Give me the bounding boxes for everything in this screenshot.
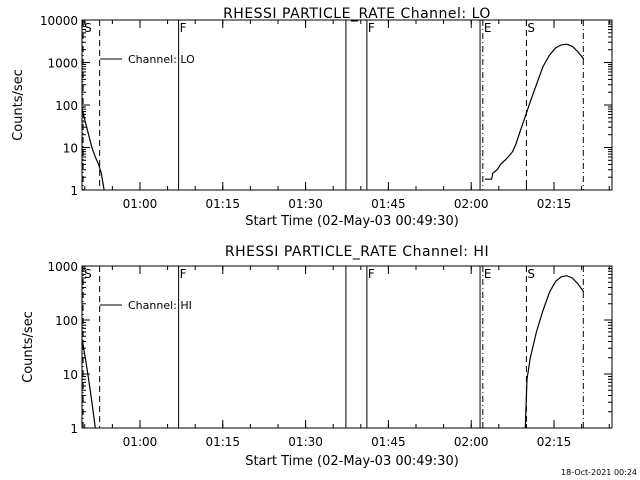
legend-label: Channel: LO xyxy=(128,53,195,66)
y-tick-label: 1000 xyxy=(47,260,78,274)
y-tick-label: 10000 xyxy=(40,14,78,28)
y-tick-label: 1 xyxy=(70,184,78,198)
y-tick-label: 10 xyxy=(63,142,78,156)
legend-label: Channel: HI xyxy=(128,299,192,312)
x-tick-label: 01:15 xyxy=(205,435,240,449)
x-tick-label: 01:15 xyxy=(205,197,240,211)
event-marker-label: F xyxy=(180,267,187,281)
x-tick-label: 01:00 xyxy=(123,197,158,211)
plot-frame xyxy=(81,19,613,191)
event-marker-label: F xyxy=(368,21,375,35)
x-tick-label: 02:15 xyxy=(537,435,572,449)
x-tick-label: 01:30 xyxy=(288,197,323,211)
event-marker-label: S xyxy=(84,267,92,281)
footer-timestamp: 18-Oct-2021 00:24 xyxy=(561,468,637,477)
plot-frame xyxy=(81,265,613,429)
y-axis-label: Counts/sec xyxy=(21,311,36,383)
x-tick-label: 01:45 xyxy=(371,435,406,449)
plot-hi-channel: RHESSI PARTICLE_RATE Channel: HI 01:00 01:… xyxy=(21,244,613,469)
event-marker-label: F xyxy=(368,267,375,281)
x-tick-label: 02:00 xyxy=(454,435,489,449)
series-line xyxy=(81,107,105,191)
x-tick-label: 01:45 xyxy=(371,197,406,211)
plot-lo-channel: RHESSI PARTICLE_RATE Channel: LO 01:00 01:… xyxy=(11,6,613,229)
x-tick-label: 01:00 xyxy=(123,435,158,449)
chart-title: RHESSI PARTICLE_RATE Channel: LO xyxy=(223,6,491,22)
y-tick-label: 1 xyxy=(70,422,78,436)
event-marker-label: F xyxy=(180,21,187,35)
y-tick-label: 10 xyxy=(63,368,78,382)
x-tick-label: 02:15 xyxy=(537,197,572,211)
x-axis-label: Start Time (02-May-03 00:49:30) xyxy=(245,454,459,469)
event-marker-label: E xyxy=(484,21,492,35)
y-tick-label: 1000 xyxy=(47,57,78,71)
y-tick-label: 100 xyxy=(55,99,78,113)
series-line xyxy=(524,275,585,429)
chart-title: RHESSI PARTICLE_RATE Channel: HI xyxy=(225,244,489,260)
y-axis-label: Counts/sec xyxy=(11,69,26,141)
series-line xyxy=(485,43,585,180)
event-marker-label: S xyxy=(527,21,535,35)
event-marker-label: E xyxy=(484,267,492,281)
event-marker-label: S xyxy=(84,21,92,35)
series-line xyxy=(81,338,96,429)
y-tick-label: 100 xyxy=(55,314,78,328)
x-tick-label: 02:00 xyxy=(454,197,489,211)
x-tick-label: 01:30 xyxy=(288,435,323,449)
event-marker-label: S xyxy=(527,267,535,281)
x-axis-label: Start Time (02-May-03 00:49:30) xyxy=(245,214,459,229)
